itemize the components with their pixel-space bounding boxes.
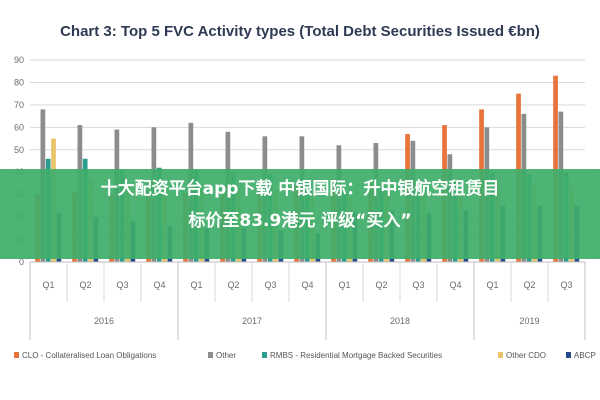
chart-title: Chart 3: Top 5 FVC Activity types (Total… [60, 23, 540, 40]
legend-label: Other CDO [506, 351, 546, 360]
x-tick-label: Q3 [412, 280, 424, 290]
y-tick-label: 0 [19, 257, 24, 267]
year-label: 2016 [94, 316, 114, 326]
banner-line-1: 十大配资平台app下载 中银国际：升中银航空租赁目 [101, 178, 500, 199]
banner-overlay: 十大配资平台app下载 中银国际：升中银航空租赁目 标价至83.9港元 评级“买… [0, 169, 600, 259]
legend: CLO - Collateralised Loan Obligations Oth… [14, 351, 596, 360]
legend-item: ABCP [566, 351, 596, 360]
x-tick-label: Q1 [486, 280, 498, 290]
x-tick-label: Q1 [190, 280, 202, 290]
year-label: 2017 [242, 316, 262, 326]
x-tick-label: Q2 [523, 280, 535, 290]
x-tick-label: Q2 [375, 280, 387, 290]
x-tick-label: Q2 [227, 280, 239, 290]
year-label: 2019 [519, 316, 539, 326]
legend-swatch [498, 352, 503, 358]
y-tick-label: 60 [14, 122, 24, 132]
y-tick-label: 90 [14, 55, 24, 65]
x-tick-label: Q3 [264, 280, 276, 290]
legend-item: RMBS - Residential Mortgage Backed Secur… [262, 351, 442, 360]
legend-item: Other [208, 351, 236, 360]
legend-swatch [566, 352, 571, 358]
banner-line-2: 标价至83.9港元 评级“买入” [188, 210, 411, 231]
legend-label: ABCP [574, 351, 596, 360]
x-axis: Q1 Q2 Q3 Q4 Q1 Q2 Q3 Q4 Q1 Q2 Q3 Q4 Q1 Q2 Q3 2016 2017 20… [29, 261, 586, 340]
banner-background [0, 169, 600, 259]
legend-swatch [208, 352, 213, 358]
y-tick-label: 50 [14, 145, 24, 155]
x-tick-label: Q4 [153, 280, 165, 290]
y-tick-label: 80 [14, 77, 24, 87]
legend-label: RMBS - Residential Mortgage Backed Secur… [270, 351, 442, 360]
legend-item: CLO - Collateralised Loan Obligations [14, 351, 156, 360]
legend-item: Other CDO [498, 351, 546, 360]
x-tick-label: Q1 [42, 280, 54, 290]
x-tick-label: Q3 [116, 280, 128, 290]
year-label: 2018 [390, 316, 410, 326]
x-tick-label: Q2 [79, 280, 91, 290]
x-tick-label: Q1 [338, 280, 350, 290]
legend-swatch [262, 352, 267, 358]
x-tick-label: Q4 [449, 280, 461, 290]
y-tick-label: 70 [14, 100, 24, 110]
legend-label: CLO - Collateralised Loan Obligations [22, 351, 156, 360]
bar [553, 75, 558, 262]
legend-swatch [14, 352, 19, 358]
x-tick-label: Q3 [560, 280, 572, 290]
legend-label: Other [216, 351, 236, 360]
x-tick-label: Q4 [301, 280, 313, 290]
